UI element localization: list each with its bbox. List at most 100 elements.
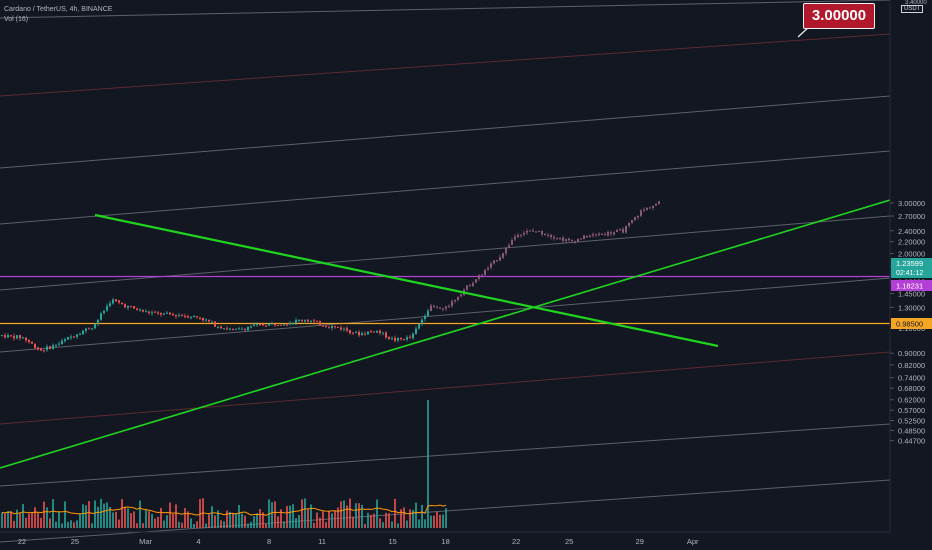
candle-body [334, 326, 336, 328]
volume-bar [31, 512, 33, 528]
price-tick-label: 2.00000 [898, 250, 925, 259]
volume-bar [136, 523, 138, 528]
volume-bar [142, 523, 144, 528]
candle-body [226, 328, 228, 330]
channel-line [0, 95, 891, 169]
candle-body [586, 235, 588, 238]
volume-bar [10, 511, 12, 528]
candle-body [304, 320, 306, 322]
volume-bar [34, 507, 36, 528]
candle-body [283, 324, 285, 326]
candle-body [547, 234, 549, 236]
volume-bar [331, 513, 333, 528]
price-tick-label: 0.57000 [898, 406, 925, 415]
candle-body [112, 299, 114, 304]
volume-bar [316, 512, 318, 528]
candles [1, 200, 660, 353]
volume-bar [283, 521, 285, 528]
candle-body [265, 325, 267, 327]
candle-body [244, 329, 246, 331]
price-tick-label: 2.40000 [898, 227, 925, 236]
candle-body [562, 237, 564, 241]
candle-body [379, 330, 381, 333]
candle-body [220, 326, 222, 329]
candle-body [559, 237, 561, 239]
volume-bar [439, 514, 441, 528]
candle-body [91, 328, 93, 330]
candle-body [175, 315, 177, 317]
candle-body [199, 317, 201, 319]
candle-body [340, 327, 342, 330]
ascending-trendline[interactable] [0, 199, 891, 469]
candle-body [205, 319, 207, 321]
candle-body [610, 232, 612, 234]
candle-body [7, 335, 9, 338]
candle-body [187, 316, 189, 318]
volume-bar [133, 511, 135, 528]
candle-body [76, 334, 78, 337]
candle-body [115, 299, 117, 302]
volume-bar [295, 518, 297, 528]
candle-body [79, 334, 81, 336]
candle-body [106, 305, 108, 311]
candle-body [634, 216, 636, 220]
candle-body [418, 323, 420, 329]
candle-body [61, 340, 63, 345]
candle-body [574, 241, 576, 243]
candle-body [475, 279, 477, 283]
price-tick-label: 0.62000 [898, 396, 925, 405]
candle-body [490, 263, 492, 268]
volume-bar [259, 509, 261, 528]
volume-bar [232, 512, 234, 528]
volume-bar [436, 511, 438, 528]
candle-body [124, 304, 126, 308]
descending-trendline[interactable] [94, 213, 719, 348]
candle-body [616, 230, 618, 232]
volume-bar [382, 522, 384, 528]
price-target-callout[interactable]: 3.00000 [803, 3, 875, 29]
candle-body [514, 236, 516, 240]
candle-body [343, 328, 345, 330]
candle-body [94, 324, 96, 329]
price-tick-label: 0.44700 [898, 437, 925, 446]
volume-bar [154, 518, 156, 528]
candle-body [214, 321, 216, 327]
candle-body [589, 235, 591, 238]
candle-body [181, 314, 183, 316]
candle-body [88, 328, 90, 330]
volume-bar [73, 522, 75, 528]
candle-body [592, 234, 594, 236]
candle-body [640, 210, 642, 216]
candle-body [601, 234, 603, 236]
volume-bar [322, 511, 324, 528]
candle-body [565, 239, 567, 241]
volume-bar [160, 507, 162, 528]
candle-body [55, 345, 57, 347]
volume-indicator-label[interactable]: Vol (16) [4, 16, 29, 23]
candle-body [148, 311, 150, 314]
candle-body [130, 306, 132, 308]
volume-bar [250, 521, 252, 528]
volume-bar [223, 521, 225, 528]
candle-body [25, 337, 27, 341]
volume-bar [16, 509, 18, 528]
candle-body [397, 337, 399, 341]
candle-body [532, 230, 534, 232]
price-axis-unit[interactable]: USDT [901, 5, 924, 13]
candle-body [385, 332, 387, 338]
candle-body [649, 207, 651, 209]
candle-body [163, 313, 165, 315]
candle-body [22, 337, 24, 339]
volume-bar [37, 512, 39, 528]
price-tick-label: 0.48500 [898, 426, 925, 435]
candle-body [499, 257, 501, 261]
volume-bar [196, 521, 198, 528]
volume-bar [238, 505, 240, 528]
candle-body [496, 260, 498, 262]
volume-bar [394, 498, 396, 528]
candle-body [229, 328, 231, 330]
volume-bar [43, 501, 45, 528]
candle-body [193, 316, 195, 318]
candle-body [361, 333, 363, 336]
